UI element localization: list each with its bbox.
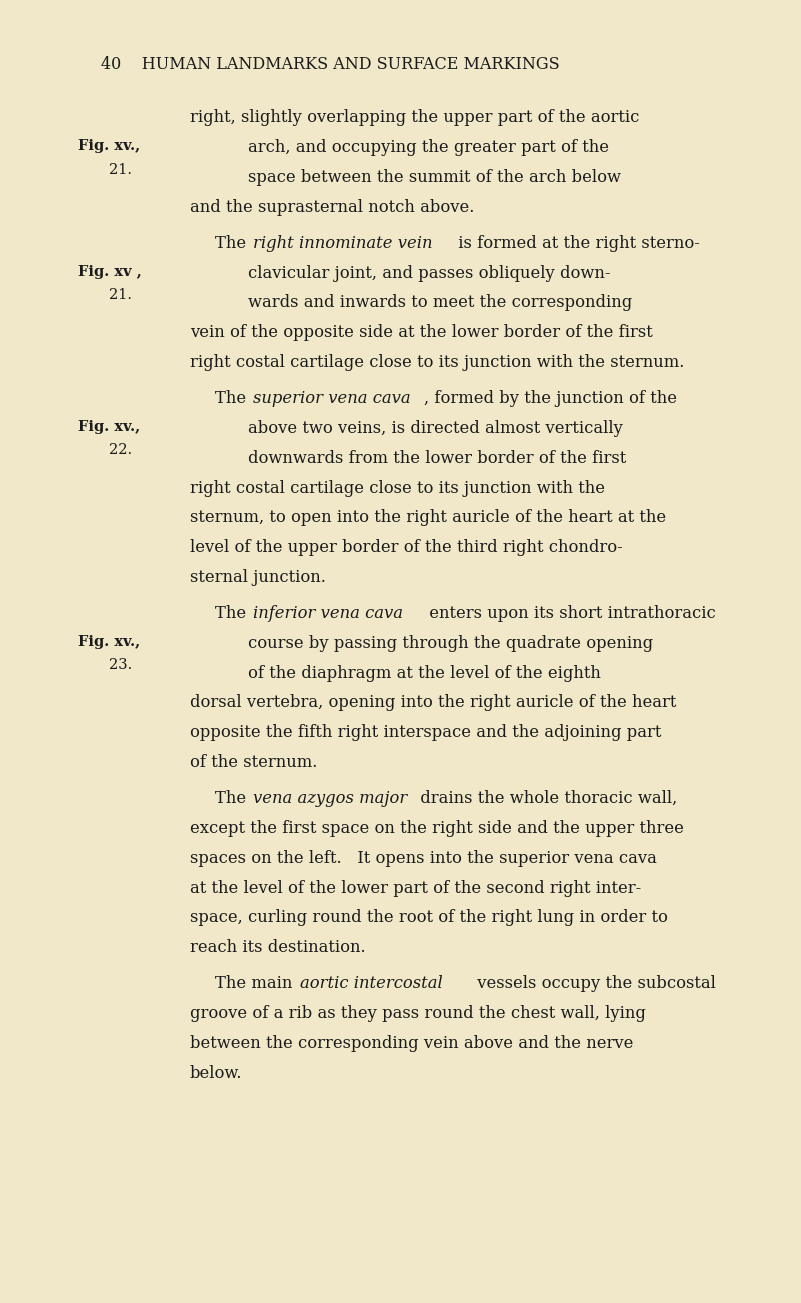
- Text: 21.: 21.: [109, 163, 131, 177]
- Text: superior vena cava: superior vena cava: [253, 390, 410, 407]
- Text: 22.: 22.: [109, 443, 131, 457]
- Text: spaces on the left.   It opens into the superior vena cava: spaces on the left. It opens into the su…: [190, 850, 657, 866]
- Text: reach its destination.: reach its destination.: [190, 939, 365, 956]
- Text: The main: The main: [215, 975, 297, 992]
- Text: clavicular joint, and passes obliquely down-: clavicular joint, and passes obliquely d…: [248, 265, 610, 281]
- Text: level of the upper border of the third right chondro-: level of the upper border of the third r…: [190, 539, 622, 556]
- Text: enters upon its short intrathoracic: enters upon its short intrathoracic: [425, 605, 716, 622]
- Text: of the diaphragm at the level of the eighth: of the diaphragm at the level of the eig…: [248, 665, 601, 681]
- Text: Fig. xv.,: Fig. xv.,: [78, 635, 139, 649]
- Text: dorsal vertebra, opening into the right auricle of the heart: dorsal vertebra, opening into the right …: [190, 694, 676, 711]
- Text: aortic intercostal: aortic intercostal: [300, 975, 443, 992]
- Text: below.: below.: [190, 1065, 243, 1081]
- Text: Fig. xv.,: Fig. xv.,: [78, 420, 139, 434]
- Text: The: The: [215, 235, 252, 251]
- Text: right costal cartilage close to its junction with the: right costal cartilage close to its junc…: [190, 480, 605, 496]
- Text: right costal cartilage close to its junction with the sternum.: right costal cartilage close to its junc…: [190, 354, 684, 371]
- Text: 21.: 21.: [109, 288, 131, 302]
- Text: The: The: [215, 790, 252, 807]
- Text: wards and inwards to meet the corresponding: wards and inwards to meet the correspond…: [248, 294, 632, 311]
- Text: except the first space on the right side and the upper three: except the first space on the right side…: [190, 820, 684, 837]
- Text: The: The: [215, 390, 252, 407]
- Text: The: The: [215, 605, 252, 622]
- Text: 23.: 23.: [109, 658, 132, 672]
- Text: drains the whole thoracic wall,: drains the whole thoracic wall,: [415, 790, 677, 807]
- Text: is formed at the right sterno-: is formed at the right sterno-: [453, 235, 699, 251]
- Text: course by passing through the quadrate opening: course by passing through the quadrate o…: [248, 635, 654, 652]
- Text: vena azygos major: vena azygos major: [253, 790, 407, 807]
- Text: opposite the fifth right interspace and the adjoining part: opposite the fifth right interspace and …: [190, 724, 662, 741]
- Text: 40    HUMAN LANDMARKS AND SURFACE MARKINGS: 40 HUMAN LANDMARKS AND SURFACE MARKINGS: [101, 56, 559, 73]
- Text: right, slightly overlapping the upper part of the aortic: right, slightly overlapping the upper pa…: [190, 109, 639, 126]
- Text: at the level of the lower part of the second right inter-: at the level of the lower part of the se…: [190, 880, 642, 896]
- Text: , formed by the junction of the: , formed by the junction of the: [425, 390, 677, 407]
- Text: sternal junction.: sternal junction.: [190, 569, 326, 586]
- Text: Fig. xv.,: Fig. xv.,: [78, 139, 139, 154]
- Text: vein of the opposite side at the lower border of the first: vein of the opposite side at the lower b…: [190, 324, 653, 341]
- Text: inferior vena cava: inferior vena cava: [253, 605, 403, 622]
- Text: vessels occupy the subcostal: vessels occupy the subcostal: [472, 975, 715, 992]
- Text: between the corresponding vein above and the nerve: between the corresponding vein above and…: [190, 1035, 634, 1052]
- Text: space between the summit of the arch below: space between the summit of the arch bel…: [248, 169, 621, 186]
- Text: of the sternum.: of the sternum.: [190, 754, 317, 771]
- Text: arch, and occupying the greater part of the: arch, and occupying the greater part of …: [248, 139, 609, 156]
- Text: groove of a rib as they pass round the chest wall, lying: groove of a rib as they pass round the c…: [190, 1005, 646, 1022]
- Text: Fig. xv ,: Fig. xv ,: [78, 265, 141, 279]
- Text: above two veins, is directed almost vertically: above two veins, is directed almost vert…: [248, 420, 623, 437]
- Text: sternum, to open into the right auricle of the heart at the: sternum, to open into the right auricle …: [190, 509, 666, 526]
- Text: and the suprasternal notch above.: and the suprasternal notch above.: [190, 199, 474, 216]
- Text: right innominate vein: right innominate vein: [253, 235, 433, 251]
- Text: downwards from the lower border of the first: downwards from the lower border of the f…: [248, 450, 626, 466]
- Text: space, curling round the root of the right lung in order to: space, curling round the root of the rig…: [190, 909, 668, 926]
